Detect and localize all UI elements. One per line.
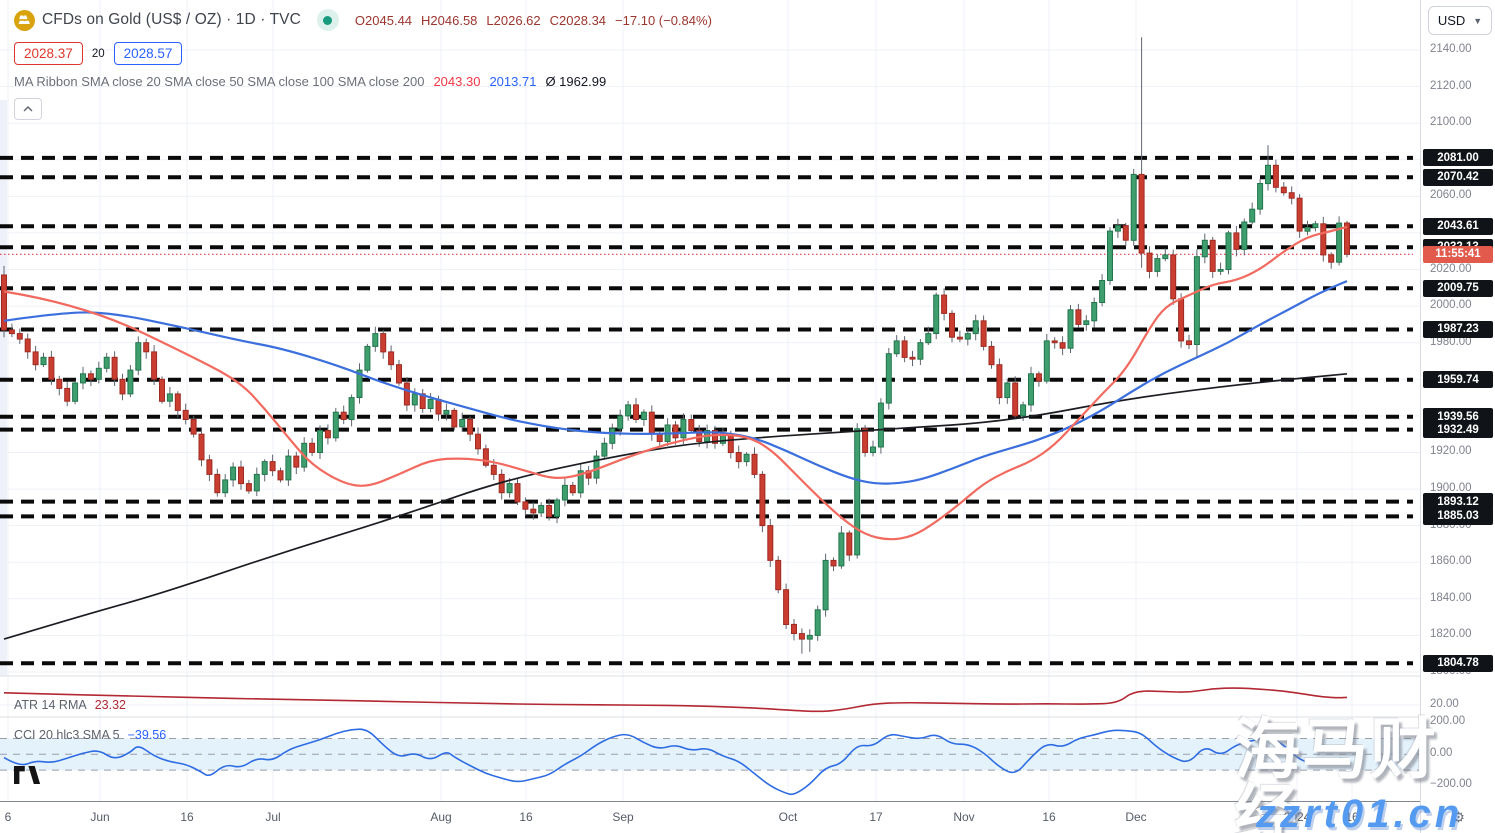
price-tick-label: 1840.00 xyxy=(1430,591,1472,604)
tradingview-logo[interactable] xyxy=(14,766,44,793)
time-tick-label: Sep xyxy=(612,810,634,824)
price-level-label: 1893.12 xyxy=(1423,493,1493,511)
price-level-label: 2043.61 xyxy=(1423,217,1493,235)
price-tick-label: 1920.00 xyxy=(1430,445,1472,458)
price-tick-label: 1980.00 xyxy=(1430,335,1472,348)
time-tick-label: Oct xyxy=(778,810,798,824)
price-tick-label: 2060.00 xyxy=(1430,189,1472,202)
price-tick-label: 1900.00 xyxy=(1430,482,1472,495)
price-level-label: 2070.42 xyxy=(1423,168,1493,186)
sma200-line xyxy=(3,372,1348,640)
price-tick-label: 2120.00 xyxy=(1430,79,1472,92)
time-tick-label: 6 xyxy=(4,810,12,824)
price-level-label: 1987.23 xyxy=(1423,320,1493,338)
currency-label: USD xyxy=(1437,13,1466,28)
time-tick-label: 2024 xyxy=(1283,810,1311,824)
price-tick-label: 2000.00 xyxy=(1430,299,1472,312)
ohlc-change: −17.10 (−0.84%) xyxy=(615,12,712,28)
ma-ribbon-sma20-value: 2043.30 xyxy=(433,74,481,89)
time-tick-label: Jul xyxy=(265,810,281,824)
time-axis[interactable]: 6 Jun 16 Jul Aug 16 Sep Oct 17 Nov 16 Dec 2024 16 xyxy=(0,801,1495,833)
time-tick-label: 16 xyxy=(1042,810,1056,824)
atr-label: ATR 14 RMA xyxy=(14,698,87,712)
price-tick-label: 2020.00 xyxy=(1430,262,1472,275)
axis-corner[interactable]: ⚙ xyxy=(1420,801,1495,833)
time-tick-label: 16 xyxy=(180,810,194,824)
price-level-label: 2009.75 xyxy=(1423,279,1493,297)
price-tick-label: 1860.00 xyxy=(1430,555,1472,568)
indicator-tick-label: 20.00 xyxy=(1430,698,1459,710)
ma-ribbon-sma50-value: 2013.71 xyxy=(489,74,537,89)
bar-countdown-label: 11:55:41 xyxy=(1423,245,1493,263)
sell-button[interactable]: 2028.37 xyxy=(14,42,83,65)
ohlc-close: C2028.34 xyxy=(549,12,607,28)
price-level-label: 1939.56 xyxy=(1423,408,1493,426)
time-tick-label: 16 xyxy=(519,810,533,824)
cci-pane-legend[interactable]: CCI 20 hlc3 SMA 5 −39.56 xyxy=(14,728,166,742)
indicator-tick-label: 200.00 xyxy=(1430,715,1466,727)
left-edge-strip xyxy=(0,100,7,676)
atr-line xyxy=(3,687,1348,713)
candles-layer xyxy=(1,37,1350,654)
price-level-label: 1932.49 xyxy=(1423,421,1493,439)
collapse-legend-button[interactable] xyxy=(14,98,42,120)
currency-selector[interactable]: USD ▼ xyxy=(1428,6,1492,35)
ohlc-values: O2045.44 H2046.58 L2026.62 C2028.34 −17.… xyxy=(355,13,712,28)
ma-ribbon-avg-value: Ø 1962.99 xyxy=(545,74,607,89)
ma-ribbon-label[interactable]: MA Ribbon SMA close 20 SMA close 50 SMA … xyxy=(14,74,425,89)
price-level-label: 1804.78 xyxy=(1423,654,1493,672)
indicator-tick-label: 0.00 xyxy=(1430,747,1453,759)
spread-value: 20 xyxy=(91,47,105,60)
atr-pane-legend[interactable]: ATR 14 RMA 23.32 xyxy=(14,698,126,712)
ohlc-open: O2045.44 xyxy=(354,12,413,28)
time-tick-label: Nov xyxy=(953,810,975,824)
market-status-icon[interactable] xyxy=(316,9,339,31)
gear-icon[interactable]: ⚙ xyxy=(1452,808,1465,825)
price-tick-label: 2100.00 xyxy=(1430,116,1472,129)
ohlc-high: H2046.58 xyxy=(421,12,478,28)
price-tick-label: 1820.00 xyxy=(1430,628,1472,641)
cci-line xyxy=(3,728,1348,796)
time-tick-label: Dec xyxy=(1125,810,1147,824)
symbol-title[interactable]: CFDs on Gold (US$ / OZ) · 1D · TVC xyxy=(42,11,301,28)
chart-legend: CFDs on Gold (US$ / OZ) · 1D · TVC O2045… xyxy=(14,8,712,120)
price-tick-label: 2140.00 xyxy=(1430,43,1472,55)
atr-value: 23.32 xyxy=(94,698,126,712)
price-level-label: 1959.74 xyxy=(1423,371,1493,389)
price-level-label: 1885.03 xyxy=(1423,507,1493,525)
price-level-label: 2081.00 xyxy=(1423,149,1493,167)
gold-coin-icon xyxy=(14,9,35,31)
chevron-up-icon xyxy=(23,106,33,112)
time-tick-label: Jun xyxy=(90,810,110,824)
time-tick-label: Aug xyxy=(430,810,452,824)
price-axis[interactable]: USD ▼ 2140.00 2120.00 2100.00 2060.00 2020.0… xyxy=(1420,0,1495,833)
cci-label: CCI 20 hlc3 SMA 5 xyxy=(14,728,120,742)
cci-value: −39.56 xyxy=(127,728,167,742)
sma50-line xyxy=(3,280,1348,485)
sma20-line xyxy=(3,225,1348,541)
buy-button[interactable]: 2028.57 xyxy=(113,42,183,65)
chevron-down-icon: ▼ xyxy=(1473,15,1483,26)
time-tick-label: 16 xyxy=(1345,810,1359,824)
time-tick-label: 17 xyxy=(869,810,883,824)
indicator-tick-label: −200.00 xyxy=(1430,778,1472,790)
ohlc-low: L2026.62 xyxy=(486,12,541,28)
